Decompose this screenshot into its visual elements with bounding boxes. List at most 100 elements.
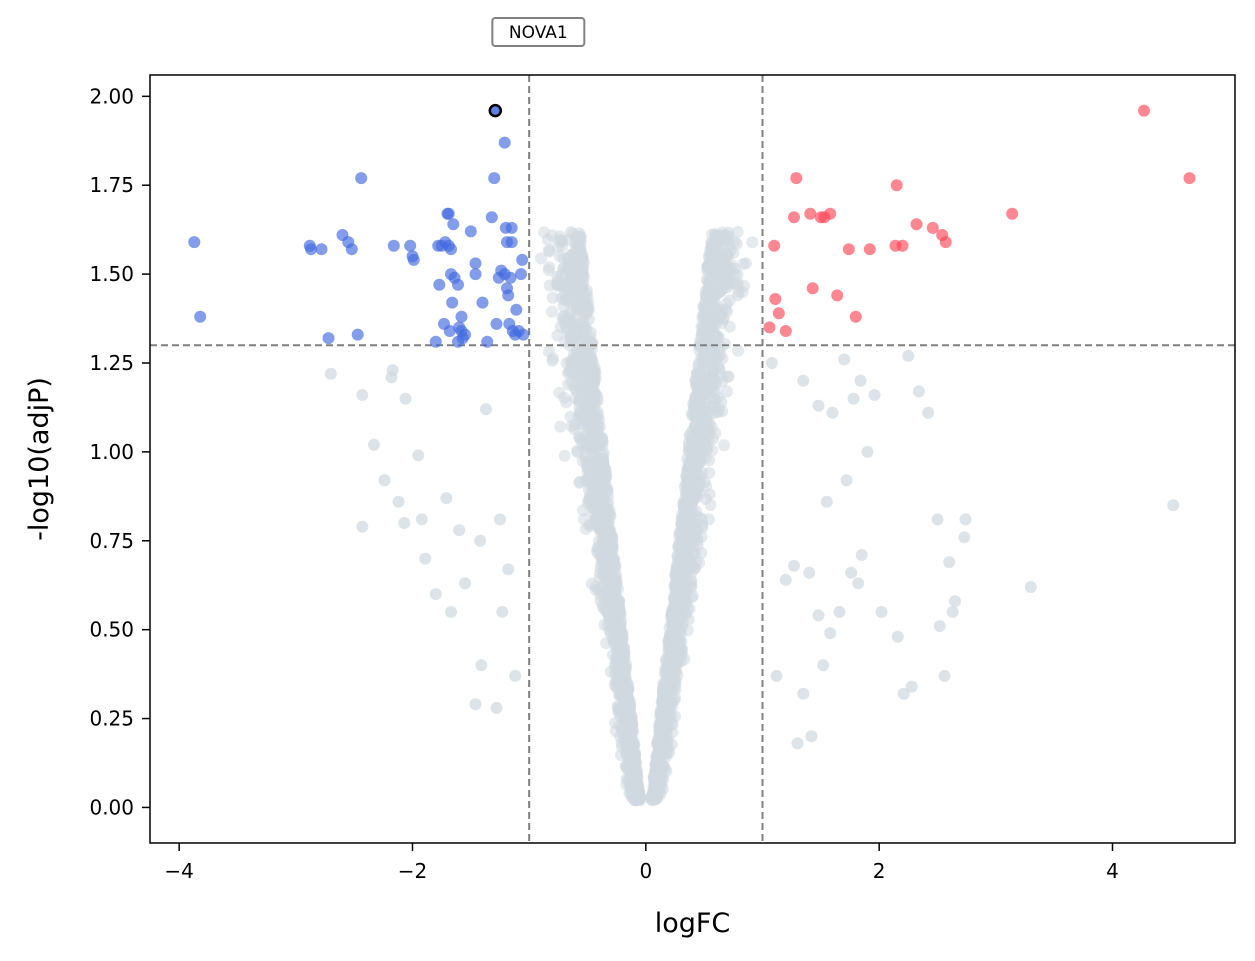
ns-point [542,244,555,257]
ns-point [620,778,633,791]
y-tick-label: 1.75 [89,173,134,197]
ns-point [378,474,391,487]
ns-point [615,675,628,688]
ns-point [613,604,626,616]
ns-point [855,549,868,561]
x-tick-label: −4 [164,859,193,883]
up-regulated-point [768,239,781,252]
ns-point [562,378,575,391]
ns-point [788,559,800,572]
ns-point [542,264,555,277]
up-regulated-point [779,325,792,337]
down-regulated-point [481,335,494,348]
x-axis-ticks: −4 −2 0 2 4 [164,843,1119,883]
highlighted-gene-point [488,103,503,118]
down-regulated-point [504,271,517,284]
ns-point [445,605,457,618]
ns-point [663,706,676,719]
ns-point [847,392,860,405]
ns-point [592,535,605,548]
ns-point [812,399,825,412]
ns-point [797,687,810,700]
ns-point [607,583,620,596]
down-regulated-point [490,317,503,330]
ns-point [356,389,369,401]
ns-point [629,777,642,790]
y-tick-label: 1.25 [89,351,134,375]
ns-point [732,344,745,357]
ns-point [677,558,690,571]
up-regulated-point [804,207,817,220]
ns-point [576,253,589,266]
ns-point [419,552,432,565]
ns-point [706,374,719,387]
ns-point [469,698,482,711]
ns-point [770,669,783,682]
down-regulated-point [464,225,477,238]
ns-point [686,444,699,457]
ns-point [554,420,567,433]
ns-point [552,240,565,253]
ns-point [891,630,904,643]
y-tick-label: 0.00 [89,795,134,819]
ns-point [575,327,588,340]
ns-point [604,543,617,556]
ns-point [576,455,589,468]
x-tick-label: 2 [873,859,886,883]
up-regulated-point [1183,172,1196,185]
ns-point [868,389,881,401]
ns-point [722,240,735,253]
ns-point [546,291,559,304]
ns-point [779,573,792,586]
ns-point [621,722,633,735]
ns-point [577,413,590,426]
ns-point [663,651,676,664]
ns-point [668,620,681,633]
down-regulated-point [445,243,457,256]
significant-points [188,104,1196,348]
ns-point [474,534,487,547]
ns-point [718,439,730,452]
ns-point [690,435,703,448]
y-axis-title: -log10(adjP) [24,377,55,541]
up-regulated-point [831,289,844,302]
ns-point [591,545,604,558]
plot-frame [149,74,1236,844]
ns-point [692,482,705,495]
ns-point [687,465,700,478]
ns-point [716,352,729,365]
ns-point [854,374,867,387]
up-regulated-point [863,243,876,256]
ns-point [678,593,691,606]
ns-point [731,226,744,238]
ns-point [480,403,492,416]
up-regulated-point [1006,207,1019,220]
down-regulated-point [305,243,317,256]
down-regulated-point [517,328,530,341]
ns-point [826,406,839,419]
ns-point [453,524,466,537]
ns-point [720,229,732,242]
ns-point [709,319,722,332]
ns-point [546,229,558,242]
down-regulated-point [443,325,456,337]
ns-point [912,385,925,398]
ns-point [710,250,723,263]
ns-point [399,392,412,405]
ns-point [720,385,733,398]
ns-point [709,259,722,272]
ns-point [726,277,739,290]
ns-point [875,605,888,618]
down-regulated-point [502,289,515,302]
ns-point [669,565,682,578]
ns-point [699,296,712,309]
ns-point [546,305,558,318]
ns-point [695,546,708,559]
down-regulated-point [516,253,529,266]
down-regulated-point [515,268,527,281]
down-regulated-point [447,218,460,231]
ns-point [922,406,935,419]
ns-point [845,566,858,579]
ns-point [572,241,585,254]
down-regulated-point [455,310,468,323]
